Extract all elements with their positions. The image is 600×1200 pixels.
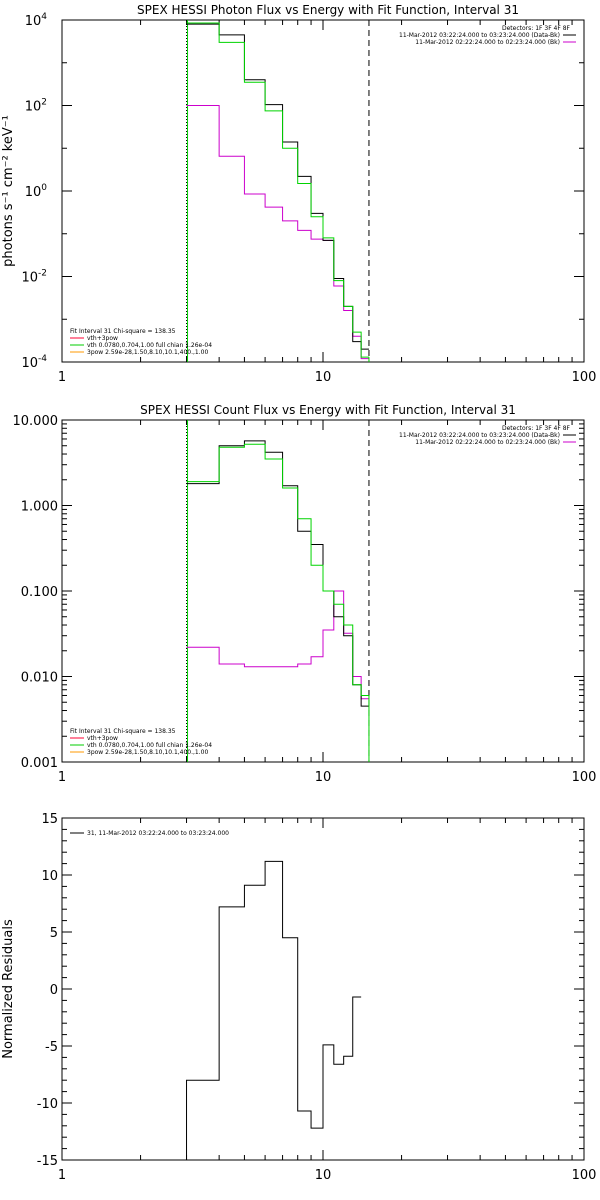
count-flux-y-tick-label: 0.100 <box>21 585 58 600</box>
count-flux-y-tick-label: 10.000 <box>13 414 59 429</box>
photon-flux-x-tick-label: 100 <box>572 370 597 385</box>
residuals-x-tick-label: 10 <box>315 1168 332 1183</box>
residuals-x-tick-label: 100 <box>572 1168 597 1183</box>
photon-flux-y-label: photons s⁻¹ cm⁻² keV⁻¹ <box>1 115 16 267</box>
data-interval-text: 11-Mar-2012 03:22:24.000 to 03:23:24.000… <box>399 432 560 439</box>
count-flux-y-tick-label: 0.010 <box>21 671 58 686</box>
photon-flux-series <box>186 22 370 362</box>
residuals-legend: 31, 11-Mar-2012 03:22:24.000 to 03:23:24… <box>70 830 229 837</box>
fit-vth-text: vth 0.0780,0.704,1.00 full chian 1.26e-0… <box>87 742 212 749</box>
detectors-text: Detectors: 1F 3F 4F 8F <box>502 425 571 432</box>
photon-flux-ticks: 1 10 100 10-4 10-2 100 102 104 <box>21 12 596 385</box>
fit-total-text: vth+3pow <box>87 735 118 742</box>
background-interval-text: 11-Mar-2012 02:22:24.000 to 02:23:24.000… <box>415 39 560 46</box>
fit-pow-text: 3pow 2.59e-28,1.50,8.10,10.1,400.,1.00 <box>87 349 208 356</box>
photon-flux-info-left: Fit Interval 31 Chi-square = 138.35 vth+… <box>70 328 212 356</box>
photon-flux-y-tick-label: 100 <box>25 183 48 200</box>
residuals-y-tick-label: -10 <box>37 1097 58 1112</box>
photon-flux-series-data <box>186 23 369 350</box>
residuals-y-tick-label: 10 <box>41 869 58 884</box>
count-flux-info-right: Detectors: 1F 3F 4F 8F 11-Mar-2012 03:22… <box>399 425 576 446</box>
residuals-y-tick-label: 5 <box>50 926 58 941</box>
photon-flux-series-vth <box>186 105 369 360</box>
residuals-x-tick-label: 1 <box>58 1168 66 1183</box>
residuals-panel: Normalized Residuals 1 10 100-15-10-505101… <box>1 812 596 1183</box>
count-flux-title: SPEX HESSI Count Flux vs Energy with Fit… <box>140 403 516 417</box>
residuals-y-tick-label: 0 <box>50 983 58 998</box>
fit-pow-text: 3pow 2.59e-28,1.50,8.10,10.1,400.,1.00 <box>87 749 208 756</box>
residuals-series <box>186 860 362 1160</box>
detectors-text: Detectors: 1F 3F 4F 8F <box>502 25 571 32</box>
residuals-y-tick-label: 15 <box>41 812 58 827</box>
photon-flux-info-right: Detectors: 1F 3F 4F 8F 11-Mar-2012 03:22… <box>399 25 576 46</box>
count-flux-series-total <box>186 443 369 696</box>
count-flux-y-tick-label: 0.001 <box>21 756 58 771</box>
photon-flux-x-tick-label: 1 <box>58 370 66 385</box>
count-flux-info-left: Fit Interval 31 Chi-square = 138.35 vth+… <box>70 728 212 756</box>
residuals-y-label: Normalized Residuals <box>1 919 16 1059</box>
photon-flux-x-tick-label: 10 <box>315 370 332 385</box>
residuals-ticks: 1 10 100 -15 -10 -5 0 5 10 15 <box>37 812 597 1183</box>
photon-flux-y-tick-label: 10-4 <box>21 354 47 371</box>
count-flux-y-tick-label: 1.000 <box>21 500 58 515</box>
fit-total-text: vth+3pow <box>87 335 118 342</box>
data-interval-text: 11-Mar-2012 03:22:24.000 to 03:23:24.000… <box>399 32 560 39</box>
fit-vth-text: vth 0.0780,0.704,1.00 full chian 1.26e-0… <box>87 342 212 349</box>
fit-interval-text: Fit Interval 31 Chi-square = 138.35 <box>70 728 176 735</box>
residuals-y-tick-label: -5 <box>45 1040 58 1055</box>
background-interval-text: 11-Mar-2012 02:22:24.000 to 02:23:24.000… <box>415 439 560 446</box>
photon-flux-series-total <box>186 22 369 358</box>
residuals-series-data <box>186 860 362 1160</box>
count-flux-series-vth <box>186 590 369 700</box>
count-flux-x-tick-label: 1 <box>58 770 66 785</box>
photon-flux-panel: SPEX HESSI Photon Flux vs Energy with Fi… <box>1 3 596 385</box>
count-flux-series <box>186 440 370 762</box>
fit-interval-text: Fit Interval 31 Chi-square = 138.35 <box>70 328 176 335</box>
photon-flux-y-tick-label: 10-2 <box>21 269 47 286</box>
photon-flux-y-tick-label: 104 <box>25 12 48 29</box>
photon-flux-fit-range-lines <box>186 20 370 362</box>
residuals-y-tick-label: -15 <box>37 1154 58 1169</box>
count-flux-ticks: 1 10 100 0.001 0.010 0.100 1.000 10.000 <box>13 414 597 785</box>
count-flux-x-tick-label: 10 <box>315 770 332 785</box>
photon-flux-y-tick-label: 102 <box>25 98 47 115</box>
photon-flux-title: SPEX HESSI Photon Flux vs Energy with Fi… <box>137 3 519 17</box>
photon-flux-plot-frame <box>61 19 585 363</box>
residuals-legend-text: 31, 11-Mar-2012 03:22:24.000 to 03:23:24… <box>87 830 229 837</box>
count-flux-panel: SPEX HESSI Count Flux vs Energy with Fit… <box>13 403 597 785</box>
count-flux-x-tick-label: 100 <box>572 770 597 785</box>
